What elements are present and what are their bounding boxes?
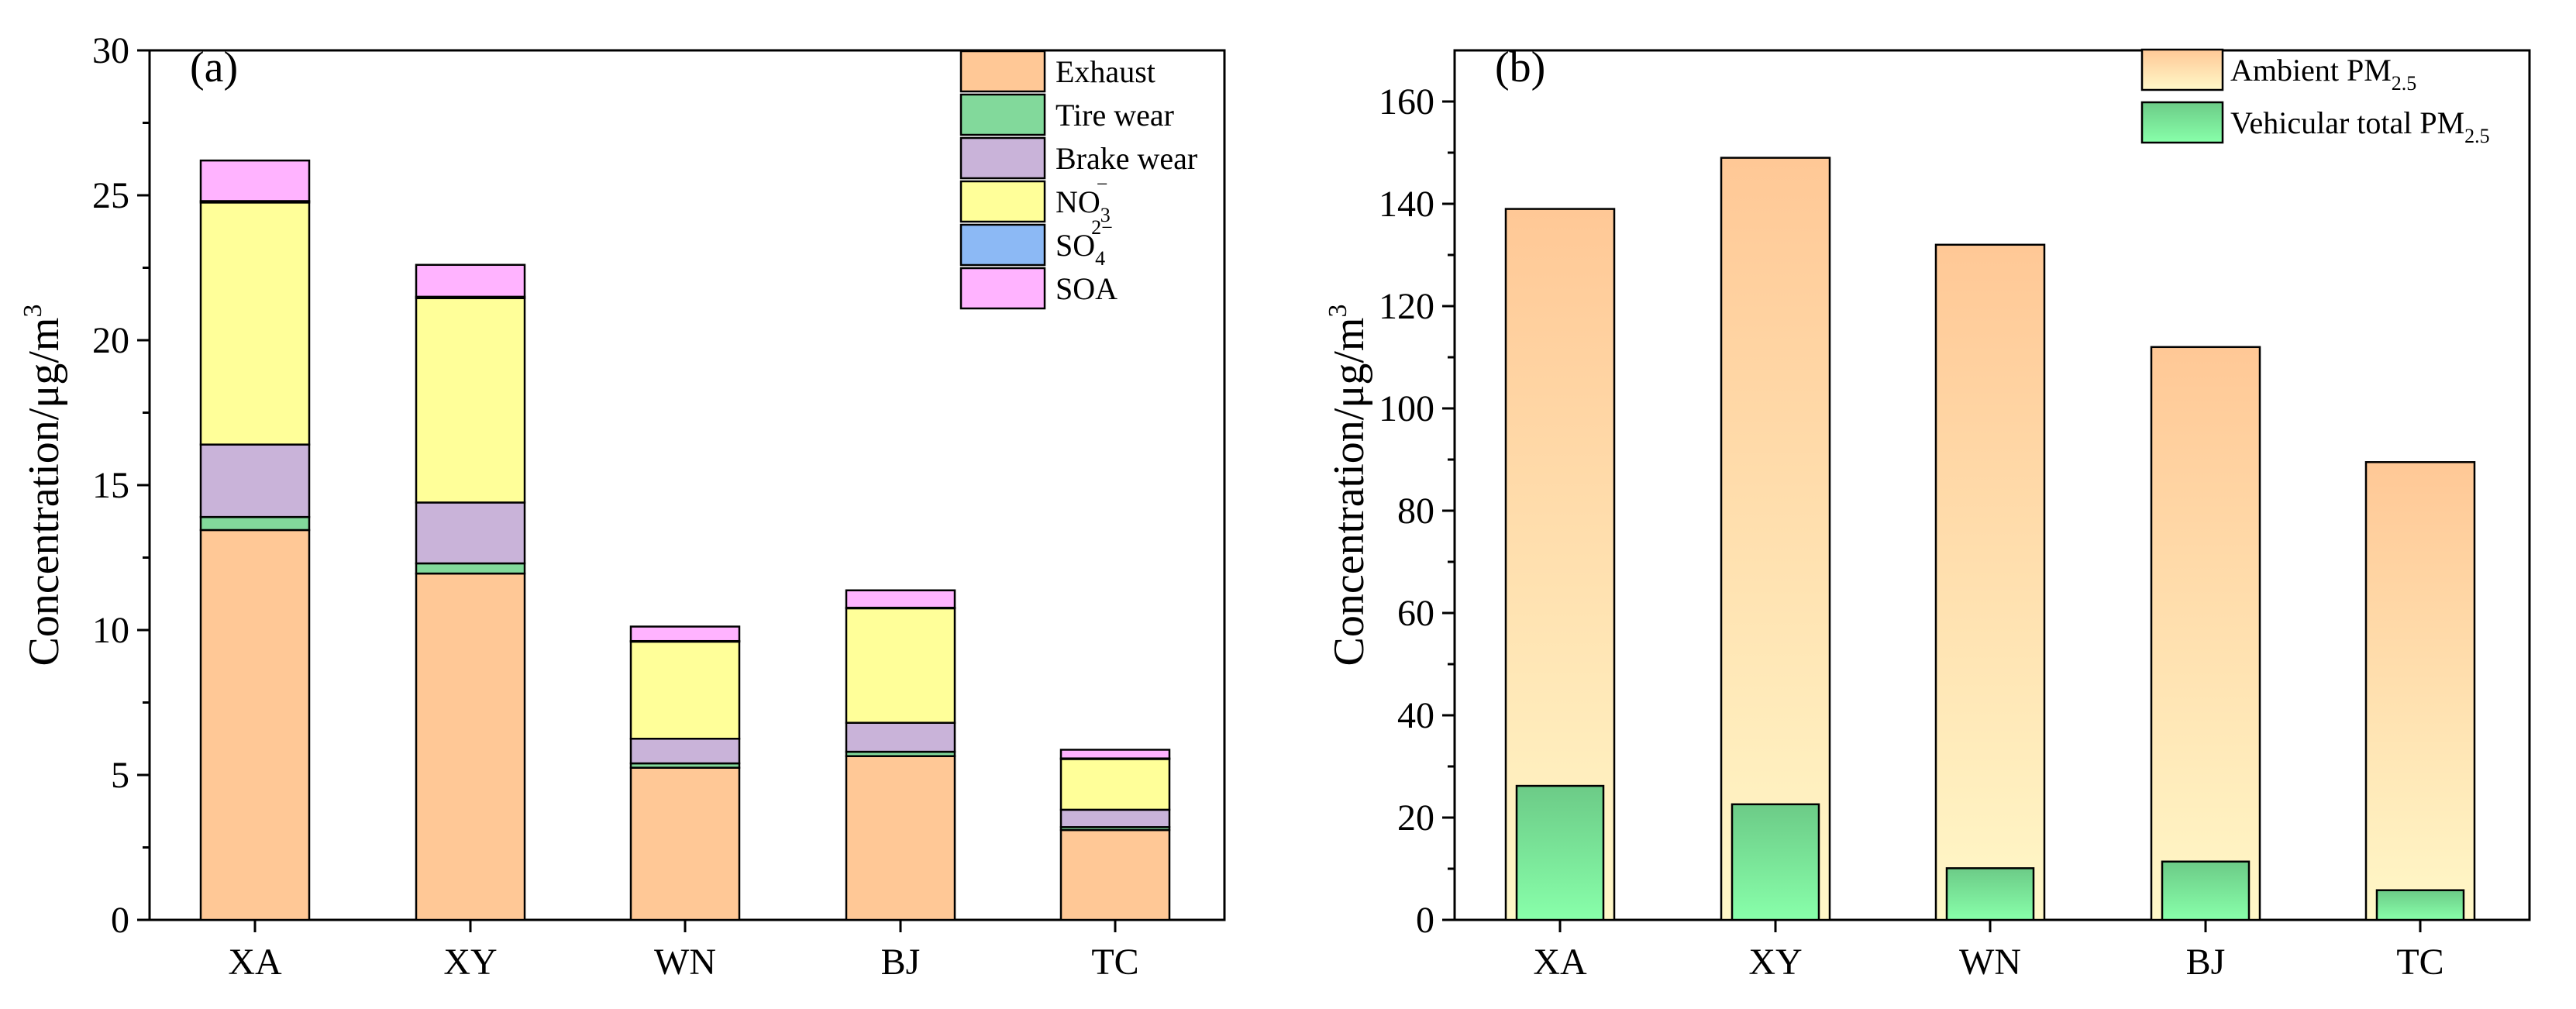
panel-b-xtick-label-xy: XY <box>1748 942 1802 983</box>
panel-a-xtick-label-xy: XY <box>443 942 497 983</box>
bar-soa-wn <box>629 625 741 642</box>
panel-a-y-axis-title: Concentration/μg/m3 <box>19 305 68 666</box>
panel-a-ytick-label-30: 30 <box>92 30 129 71</box>
panel-a-xtick-label-xa: XA <box>228 942 282 983</box>
bar-brake-wear-wn <box>629 738 741 765</box>
panel-b-ytick-label-20: 20 <box>1397 797 1434 839</box>
bar-soa-tc <box>1059 749 1171 759</box>
bar-vehicular-total-pm25-wn <box>1945 867 2035 921</box>
panel-b-panel-label: (b) <box>1495 43 1545 91</box>
legend-label-soa: SOA <box>1056 271 1118 306</box>
panel-a-xtick-label-bj: BJ <box>881 942 921 983</box>
panel-a-panel-label: (a) <box>190 43 238 91</box>
legend-swatch-exhaust <box>959 50 1046 93</box>
legend-label-exhaust: Exhaust <box>1056 54 1155 89</box>
legend-label-so42: SO42− <box>1056 216 1113 270</box>
bar-no3-tc <box>1059 758 1171 811</box>
panel-a-xtick-label-tc: TC <box>1091 942 1138 983</box>
panel-b-xtick-label-xa: XA <box>1533 942 1587 983</box>
legend-label-brake-wear: Brake wear <box>1056 141 1197 176</box>
panel-b-ytick-label-40: 40 <box>1397 695 1434 736</box>
panel-b-xtick-label-tc: TC <box>2396 942 2443 983</box>
bar-brake-wear-tc <box>1059 808 1171 828</box>
bar-brake-wear-xy <box>415 501 526 565</box>
bar-exhaust-xa <box>199 529 311 921</box>
bar-no3-wn <box>629 640 741 740</box>
panel-b-ytick-label-80: 80 <box>1397 491 1434 532</box>
bar-exhaust-bj <box>845 755 956 921</box>
bar-soa-xy <box>415 263 526 298</box>
legend-label-no3: NO3− <box>1056 173 1111 226</box>
bar-vehicular-total-pm25-xy <box>1731 803 1820 921</box>
panel-b-chart: 0 20 40 60 80 100 120 140 160 XA XY WN BJ TC Concentra… <box>1324 43 2531 983</box>
bar-soa-bj <box>845 589 956 609</box>
panel-a-ytick-label-5: 5 <box>111 755 129 796</box>
legend-label-vehicular-total-pm2-5: Vehicular total PM2.5 <box>2230 105 2490 147</box>
bar-vehicular-total-pm25-xa <box>1515 784 1605 921</box>
panel-b-ytick-label-0: 0 <box>1416 900 1434 941</box>
panel-a-ytick-label-10: 10 <box>92 610 129 651</box>
bar-brake-wear-xa <box>199 443 311 518</box>
panel-a-chart: 0 5 10 15 20 25 30 XA XY WN BJ TC Concentration/μg/m… <box>19 30 1226 983</box>
bar-no3-bj <box>845 607 956 724</box>
bar-exhaust-wn <box>629 766 741 921</box>
bar-no3-xa <box>199 201 311 446</box>
bar-exhaust-xy <box>415 572 526 921</box>
bar-no3-xy <box>415 297 526 504</box>
bar-ambient-pm25-xy <box>1720 157 1831 921</box>
panel-a-ytick-label-15: 15 <box>92 465 129 506</box>
panel-a-xtick-label-wn: WN <box>654 942 716 983</box>
bar-ambient-pm25-bj <box>2150 346 2261 921</box>
bar-exhaust-tc <box>1059 828 1171 921</box>
panel-b-xtick-label-wn: WN <box>1959 942 2021 983</box>
panel-a-ytick-label-0: 0 <box>111 900 129 941</box>
bar-ambient-pm25-tc <box>2364 461 2476 921</box>
bar-brake-wear-bj <box>845 721 956 753</box>
legend-label-ambient-pm2-5: Ambient PM2.5 <box>2230 53 2416 95</box>
panel-a-ytick-label-25: 25 <box>92 175 129 216</box>
legend-swatch-ambient-pm2-5 <box>2140 48 2224 91</box>
legend-swatch-brake-wear <box>959 136 1046 180</box>
panel-b-ytick-label-140: 140 <box>1379 184 1434 225</box>
legend-label-tire-wear: Tire wear <box>1056 98 1174 133</box>
panel-b-ytick-label-100: 100 <box>1379 388 1434 429</box>
panel-b-ytick-label-120: 120 <box>1379 286 1434 327</box>
bar-ambient-pm25-wn <box>1934 243 2046 921</box>
bar-vehicular-total-pm25-tc <box>2375 889 2465 921</box>
legend-swatch-no3 <box>959 180 1046 223</box>
bar-soa-xa <box>199 159 311 202</box>
panel-b-ytick-label-60: 60 <box>1397 593 1434 634</box>
legend-swatch-vehicular-total-pm2-5 <box>2140 101 2224 144</box>
bar-tire-wear-xy <box>415 562 526 575</box>
bar-tire-wear-xa <box>199 515 311 532</box>
legend-swatch-soa <box>959 267 1046 310</box>
panel-a-ytick-label-20: 20 <box>92 320 129 361</box>
panel-b-y-axis-title: Concentration/μg/m3 <box>1324 305 1373 666</box>
legend-swatch-so42 <box>959 223 1046 267</box>
panel-b-ytick-label-160: 160 <box>1379 81 1434 122</box>
bar-vehicular-total-pm25-bj <box>2161 860 2251 921</box>
panel-b-xtick-label-bj: BJ <box>2186 942 2226 983</box>
legend-swatch-tire-wear <box>959 93 1046 136</box>
